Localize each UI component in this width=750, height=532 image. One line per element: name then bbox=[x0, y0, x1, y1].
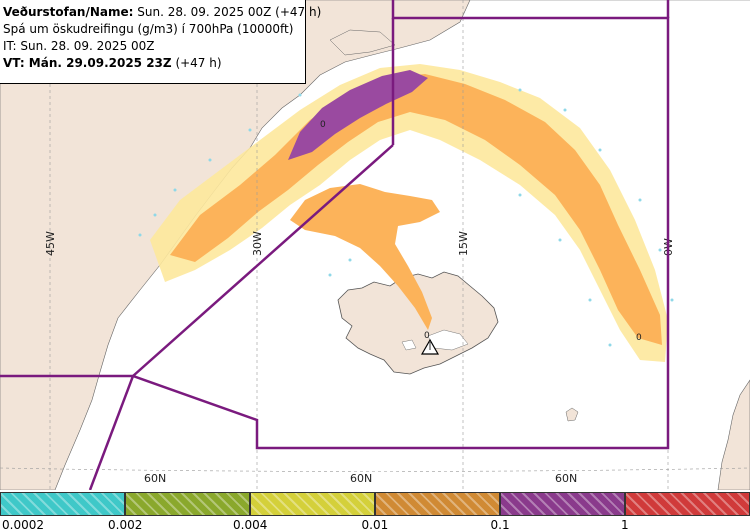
ash-speckles bbox=[138, 88, 674, 347]
lat-label-b: 60N bbox=[350, 472, 372, 485]
greenland-coast-islands bbox=[329, 29, 396, 56]
plume-marker-b: 0 bbox=[424, 331, 430, 341]
legend-swatch-4 bbox=[375, 492, 500, 516]
lon-label-45w: 45W bbox=[44, 231, 57, 256]
legend-swatch-5 bbox=[500, 492, 625, 516]
map-canvas: 45W 30W 15W 0W 60N 60N 60N 0 0 0 bbox=[0, 0, 750, 490]
info-line-name: Veðurstofan/Name: Sun. 28. 09. 2025 00Z … bbox=[3, 4, 321, 21]
legend-swatch-3 bbox=[250, 492, 375, 516]
info-line-valid-time-value: (+47 h) bbox=[175, 56, 222, 70]
lon-label-15w: 15W bbox=[457, 231, 470, 256]
legend-swatch-1 bbox=[0, 492, 125, 516]
graticule-labels: 45W 30W 15W 0W 60N 60N 60N bbox=[44, 231, 675, 485]
plume-marker-a: 0 bbox=[320, 120, 326, 130]
volcano-icon[interactable] bbox=[420, 338, 440, 355]
fir-boundary bbox=[0, 0, 670, 490]
legend-tick-6: 1 bbox=[621, 518, 629, 532]
legend-tick-5: 0.1 bbox=[490, 518, 510, 532]
concentration-legend: 0.0002 0.002 0.004 0.01 0.1 1 bbox=[0, 490, 750, 532]
legend-tick-4: 0.01 bbox=[361, 518, 389, 532]
info-line-name-value: Sun. 28. 09. 2025 00Z (+47 h) bbox=[137, 5, 322, 19]
legend-swatch-6 bbox=[625, 492, 750, 516]
info-line-valid-time-label: VT: Mán. 29.09.2025 23Z bbox=[3, 56, 172, 70]
legend-swatch-2 bbox=[125, 492, 250, 516]
forecast-info-box: Veðurstofan/Name: Sun. 28. 09. 2025 00Z … bbox=[0, 0, 321, 84]
ash-zone-orange-arc bbox=[170, 74, 662, 345]
legend-tick-3: 0.004 bbox=[233, 518, 268, 532]
info-line-issue-time: IT: Sun. 28. 09. 2025 00Z bbox=[3, 39, 155, 53]
info-line-name-label: Veðurstofan/Name: bbox=[3, 5, 134, 19]
info-line-valid-time: VT: Mán. 29.09.2025 23Z (+47 h) bbox=[3, 55, 305, 72]
faroe-islands bbox=[565, 407, 579, 422]
ash-zone-orange-plume bbox=[290, 184, 440, 330]
info-line-product: Spá um öskudreifingu (g/m3) í 700hPa (10… bbox=[3, 22, 294, 36]
legend-tick-2: 0.002 bbox=[108, 518, 143, 532]
lat-label-a: 60N bbox=[144, 472, 166, 485]
lat-label-c: 60N bbox=[555, 472, 577, 485]
legend-tick-1: 0.0002 bbox=[2, 518, 44, 532]
iceland-glacier-small bbox=[401, 339, 417, 351]
plume-marker-c: 0 bbox=[636, 333, 642, 343]
norway-coast bbox=[717, 379, 750, 490]
lon-label-30w: 30W bbox=[251, 231, 264, 256]
